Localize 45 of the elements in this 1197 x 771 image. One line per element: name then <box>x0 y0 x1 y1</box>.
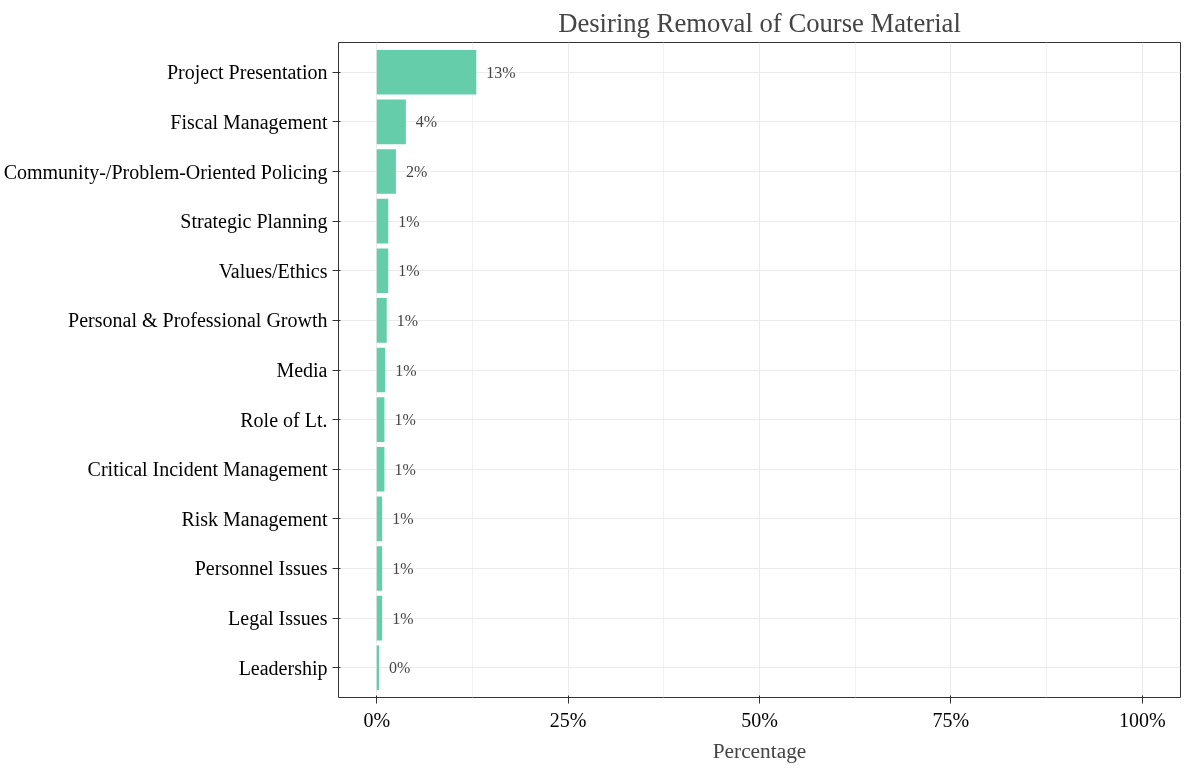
bar <box>376 546 383 591</box>
bar <box>376 446 385 492</box>
x-tick-label: 0% <box>363 708 391 731</box>
y-tick-label: Risk Management <box>181 507 328 531</box>
data-label: 0% <box>389 659 411 677</box>
bar <box>376 397 385 442</box>
y-tick-label: Community-/Problem-Oriented Policing <box>3 160 328 184</box>
bar <box>376 347 386 393</box>
y-tick-label: Role of Lt. <box>240 408 328 431</box>
data-label: 4% <box>415 113 438 131</box>
y-tick-label: Personnel Issues <box>194 557 328 580</box>
bar <box>376 49 477 95</box>
bar <box>376 595 383 641</box>
y-tick-label: Fiscal Management <box>170 110 328 134</box>
bar <box>376 149 396 194</box>
y-tick-label: Project Presentation <box>166 61 328 85</box>
x-tick-label: 75% <box>932 708 970 731</box>
data-label: 1% <box>396 311 419 329</box>
data-label: 1% <box>395 361 417 379</box>
data-label: 1% <box>398 262 420 280</box>
x-axis-title: Percentage <box>712 738 807 763</box>
bar <box>376 99 406 145</box>
bar <box>376 248 389 294</box>
x-tick-label: 50% <box>741 708 778 731</box>
bar <box>376 198 389 244</box>
bar <box>376 496 383 542</box>
y-tick-label: Media <box>276 359 328 381</box>
data-label: 2% <box>405 163 428 181</box>
data-label: 13% <box>486 63 516 81</box>
data-label: 1% <box>394 460 416 478</box>
data-label: 1% <box>398 212 420 230</box>
data-label: 1% <box>394 411 416 429</box>
data-label: 1% <box>392 510 414 528</box>
data-label: 1% <box>392 559 414 577</box>
y-tick-label: Critical Incident Management <box>87 458 328 482</box>
x-tick-label: 25% <box>549 708 587 731</box>
chart-title: Desiring Removal of Course Material <box>558 7 961 38</box>
data-label: 1% <box>392 609 414 627</box>
y-tick-label: Personal & Professional Growth <box>68 309 328 332</box>
y-tick-label: Legal Issues <box>228 607 328 631</box>
y-tick-label: Strategic Planning <box>180 210 328 234</box>
bar <box>376 298 387 343</box>
y-tick-label: Leadership <box>238 656 328 680</box>
y-tick-label: Values/Ethics <box>218 259 328 282</box>
x-tick-label: 100% <box>1118 708 1166 731</box>
